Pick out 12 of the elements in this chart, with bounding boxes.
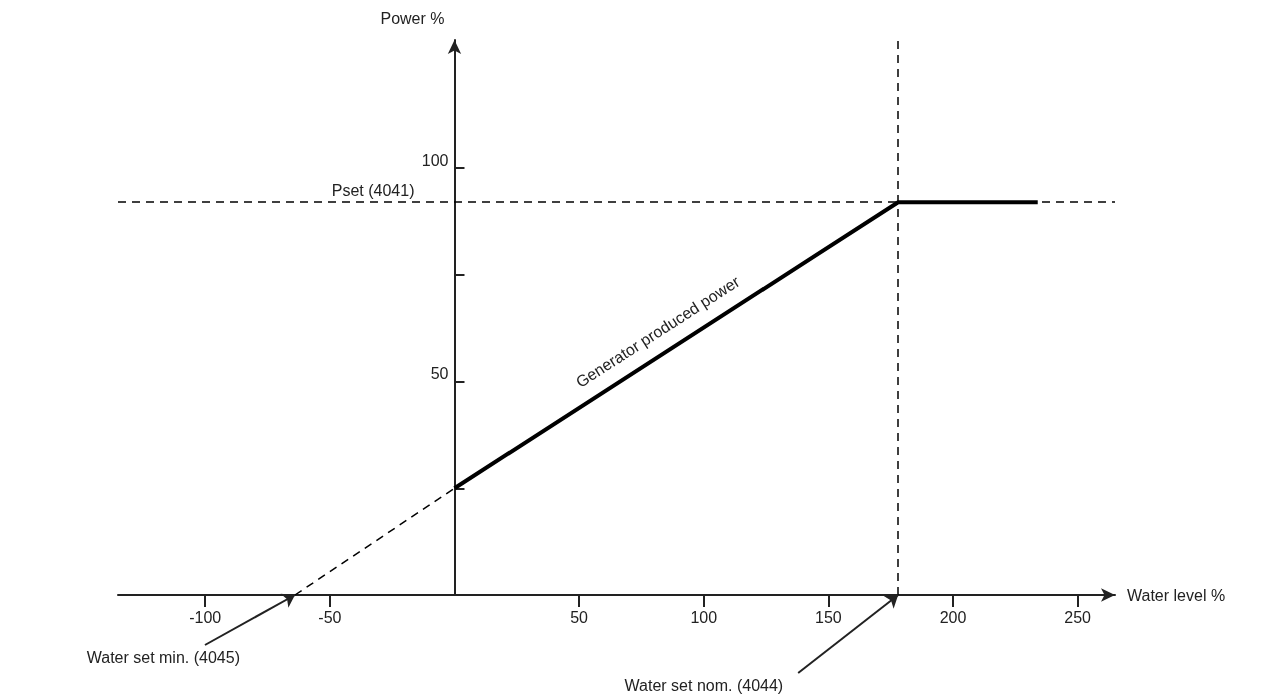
annotation: Water set min. (4045) [86,648,240,666]
x-tick-label: 100 [690,608,718,626]
annotation: Water set nom. (4044) [624,676,784,694]
x-tick-label: 200 [939,608,967,626]
x-axis-title: Water level % [1127,586,1226,604]
x-tick-label: -100 [189,608,222,626]
x-tick-label: 150 [815,608,842,626]
y-axis-title: Power % [380,9,445,27]
x-tick-label: 250 [1064,608,1092,626]
x-tick-label: -50 [318,608,342,626]
ref-line-label: Pset (4041) [331,181,415,199]
x-tick-label: 50 [570,608,589,626]
